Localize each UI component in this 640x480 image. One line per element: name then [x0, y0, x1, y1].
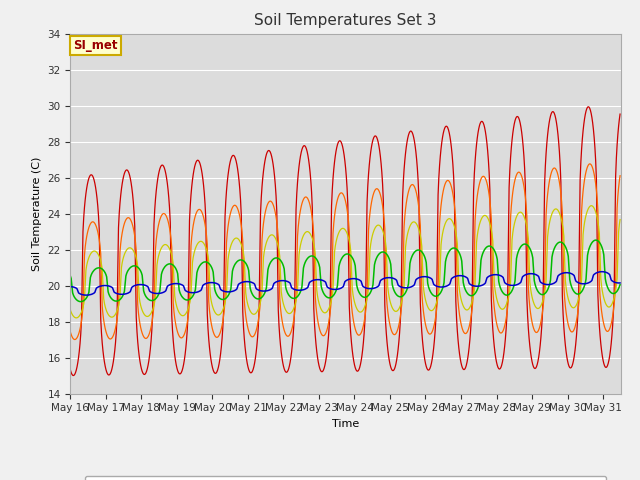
X-axis label: Time: Time	[332, 419, 359, 429]
Legend: TC3_2Cm, TC3_4Cm, TC3_8Cm, TC3_16Cm, TC3_32Cm: TC3_2Cm, TC3_4Cm, TC3_8Cm, TC3_16Cm, TC3…	[85, 476, 606, 480]
Title: Soil Temperatures Set 3: Soil Temperatures Set 3	[254, 13, 437, 28]
Text: SI_met: SI_met	[73, 39, 118, 52]
Y-axis label: Soil Temperature (C): Soil Temperature (C)	[32, 156, 42, 271]
